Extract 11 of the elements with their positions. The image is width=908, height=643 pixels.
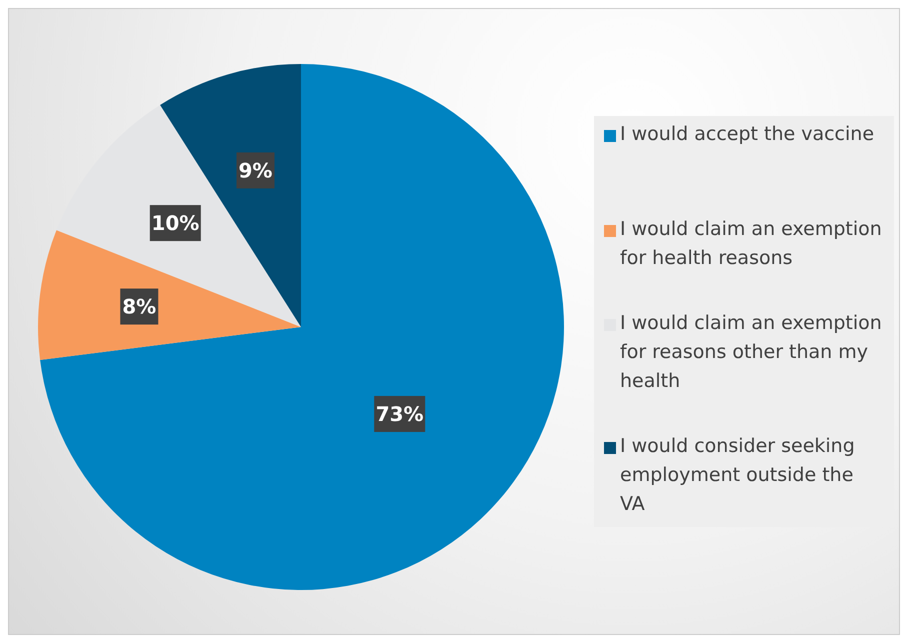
legend-label: I would claim an exemption for reasons other than my health	[620, 311, 883, 394]
data-label: 8%	[122, 294, 156, 319]
pie-slice	[56, 104, 301, 327]
pie-slice	[38, 230, 301, 360]
legend-label: I would consider seeking employment outside the VA	[620, 434, 856, 517]
legend-label: I would claim an exemption for health reasons	[620, 217, 883, 271]
legend-label: I would accept the vaccine	[620, 122, 874, 147]
pie-slice	[40, 64, 564, 590]
data-label: 9%	[238, 158, 272, 182]
data-label: 10%	[151, 211, 200, 236]
data-label: 73%	[376, 402, 424, 426]
